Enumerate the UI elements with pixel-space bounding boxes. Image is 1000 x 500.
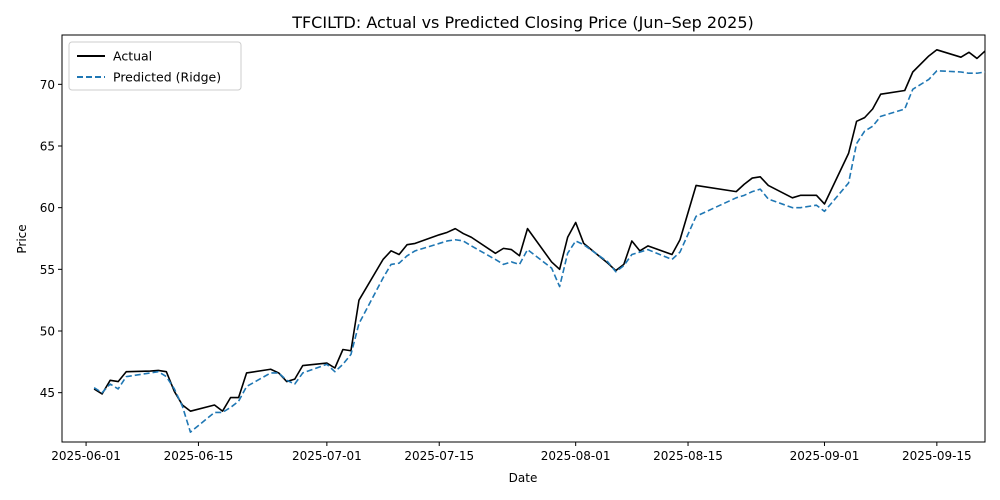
x-tick-label: 2025-07-01 (292, 449, 362, 463)
series-actual-line (93, 49, 986, 412)
plot-frame (61, 34, 986, 443)
y-tick-label: 50 (40, 325, 55, 339)
x-axis-label: Date (509, 471, 538, 485)
y-tick-label: 55 (40, 263, 55, 277)
x-tick-label: 2025-09-15 (902, 449, 972, 463)
legend-label-actual: Actual (113, 49, 152, 64)
series-predicted-line (93, 69, 986, 433)
legend-box (68, 41, 242, 91)
x-tick-label: 2025-08-01 (541, 449, 611, 463)
x-tick-label: 2025-06-15 (164, 449, 234, 463)
plot-area: 2025-06-01 2025-06-15 2025-07-01 2025-07-15… (40, 34, 986, 463)
legend-label-predicted: Predicted (Ridge) (113, 70, 221, 85)
y-axis-label: Price (15, 224, 29, 253)
y-axis-ticks: 45 50 55 60 65 70 (40, 78, 62, 400)
legend: Actual Predicted (Ridge) (68, 41, 242, 91)
x-tick-label: 2025-08-15 (653, 449, 723, 463)
y-tick-label: 70 (40, 78, 55, 92)
series-layer (93, 49, 986, 433)
x-tick-label: 2025-09-01 (790, 449, 860, 463)
x-axis-ticks: 2025-06-01 2025-06-15 2025-07-01 2025-07-15… (51, 442, 972, 463)
x-tick-label: 2025-06-01 (51, 449, 121, 463)
y-tick-label: 65 (40, 140, 55, 154)
y-tick-label: 60 (40, 201, 55, 215)
chart-title: TFCILTD: Actual vs Predicted Closing Pri… (291, 13, 754, 32)
y-tick-label: 45 (40, 386, 55, 400)
x-tick-label: 2025-07-15 (404, 449, 474, 463)
